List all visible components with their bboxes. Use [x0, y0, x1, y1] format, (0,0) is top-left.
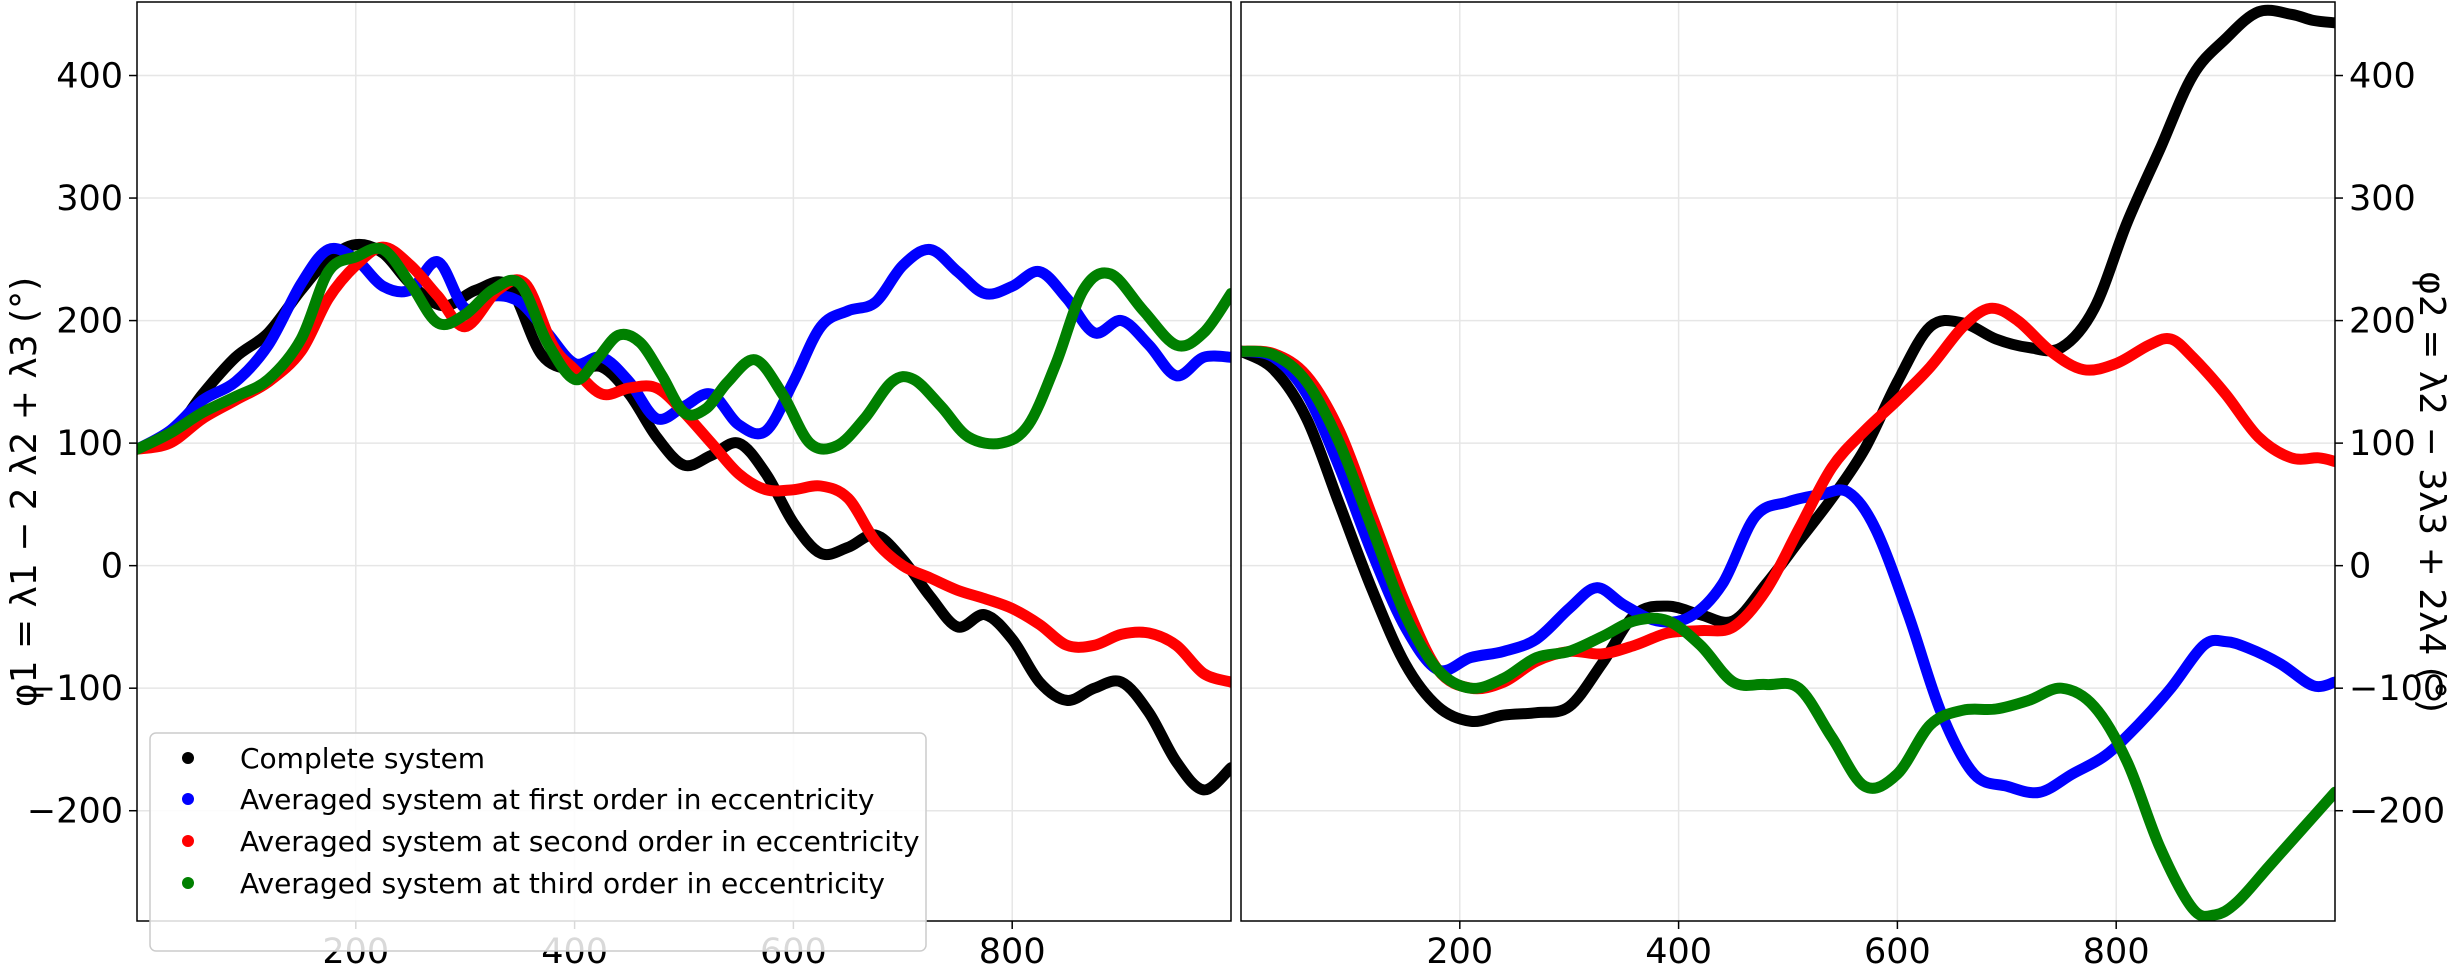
legend-marker [182, 835, 194, 847]
left-lines [137, 238, 1231, 796]
legend-label: Averaged system at first order in eccent… [240, 783, 874, 816]
y-tick-label: 100 [2349, 424, 2416, 464]
right-y-axis-label: φ2 = λ2 − 3λ3 + 2λ4 (°) [2411, 271, 2452, 713]
y-tick-label: 400 [56, 57, 123, 97]
legend-label: Complete system [240, 742, 485, 775]
y-tick-label: 0 [101, 547, 123, 587]
y-tick-label: 300 [2349, 179, 2416, 219]
legend-entry-third-order: Averaged system at third order in eccent… [182, 867, 885, 900]
right-axes-frame [1240, 1, 2336, 922]
legend-marker [182, 752, 194, 764]
left-series-line-3 [137, 242, 1231, 455]
y-tick-label: 100 [56, 424, 123, 464]
legend-label: Averaged system at second order in eccen… [240, 825, 920, 858]
left-series-line-1 [137, 242, 1231, 455]
y-tick-label: 200 [2349, 302, 2416, 342]
x-tick-label: 800 [2083, 932, 2150, 965]
right-x-ticks: 200 400 600 800 [1426, 921, 2150, 965]
legend-marker [182, 877, 194, 889]
y-tick-label: 400 [2349, 57, 2416, 97]
legend-box [149, 732, 927, 952]
y-tick-label: −100 [2349, 669, 2445, 709]
right-y-ticks: 400 300 200 100 0 −100 −200 [2335, 57, 2445, 832]
y-tick-label: −200 [2349, 792, 2445, 832]
x-tick-label: 200 [1426, 932, 1493, 965]
legend-entry-complete: Complete system [182, 742, 485, 775]
left-y-ticks: 400 300 200 100 0 −100 −200 [27, 57, 137, 832]
legend: Complete system Averaged system at first… [149, 732, 927, 952]
x-tick-label: 800 [979, 932, 1046, 965]
left-series-line-2 [137, 241, 1231, 688]
right-lines [1241, 4, 2335, 921]
right-series-line-3 [1241, 345, 2335, 921]
y-tick-label: −100 [27, 669, 123, 709]
legend-label: Averaged system at third order in eccent… [240, 867, 885, 900]
x-tick-label: 600 [1864, 932, 1931, 965]
y-tick-label: 0 [2349, 547, 2371, 587]
legend-marker [182, 793, 194, 805]
legend-entry-first-order: Averaged system at first order in eccent… [182, 783, 874, 816]
legend-entry-second-order: Averaged system at second order in eccen… [182, 825, 920, 858]
y-tick-label: 300 [56, 179, 123, 219]
y-tick-label: 200 [56, 302, 123, 342]
right-series-line-0 [1241, 4, 2335, 727]
x-tick-label: 400 [1645, 932, 1712, 965]
right-panel: 200 400 600 800 400 300 200 100 0 −100 −200 φ2 = … [1240, 1, 2452, 965]
y-tick-label: −200 [27, 792, 123, 832]
left-y-axis-label: φ1 = λ1 − 2 λ2 + λ3 (°) [4, 277, 45, 707]
